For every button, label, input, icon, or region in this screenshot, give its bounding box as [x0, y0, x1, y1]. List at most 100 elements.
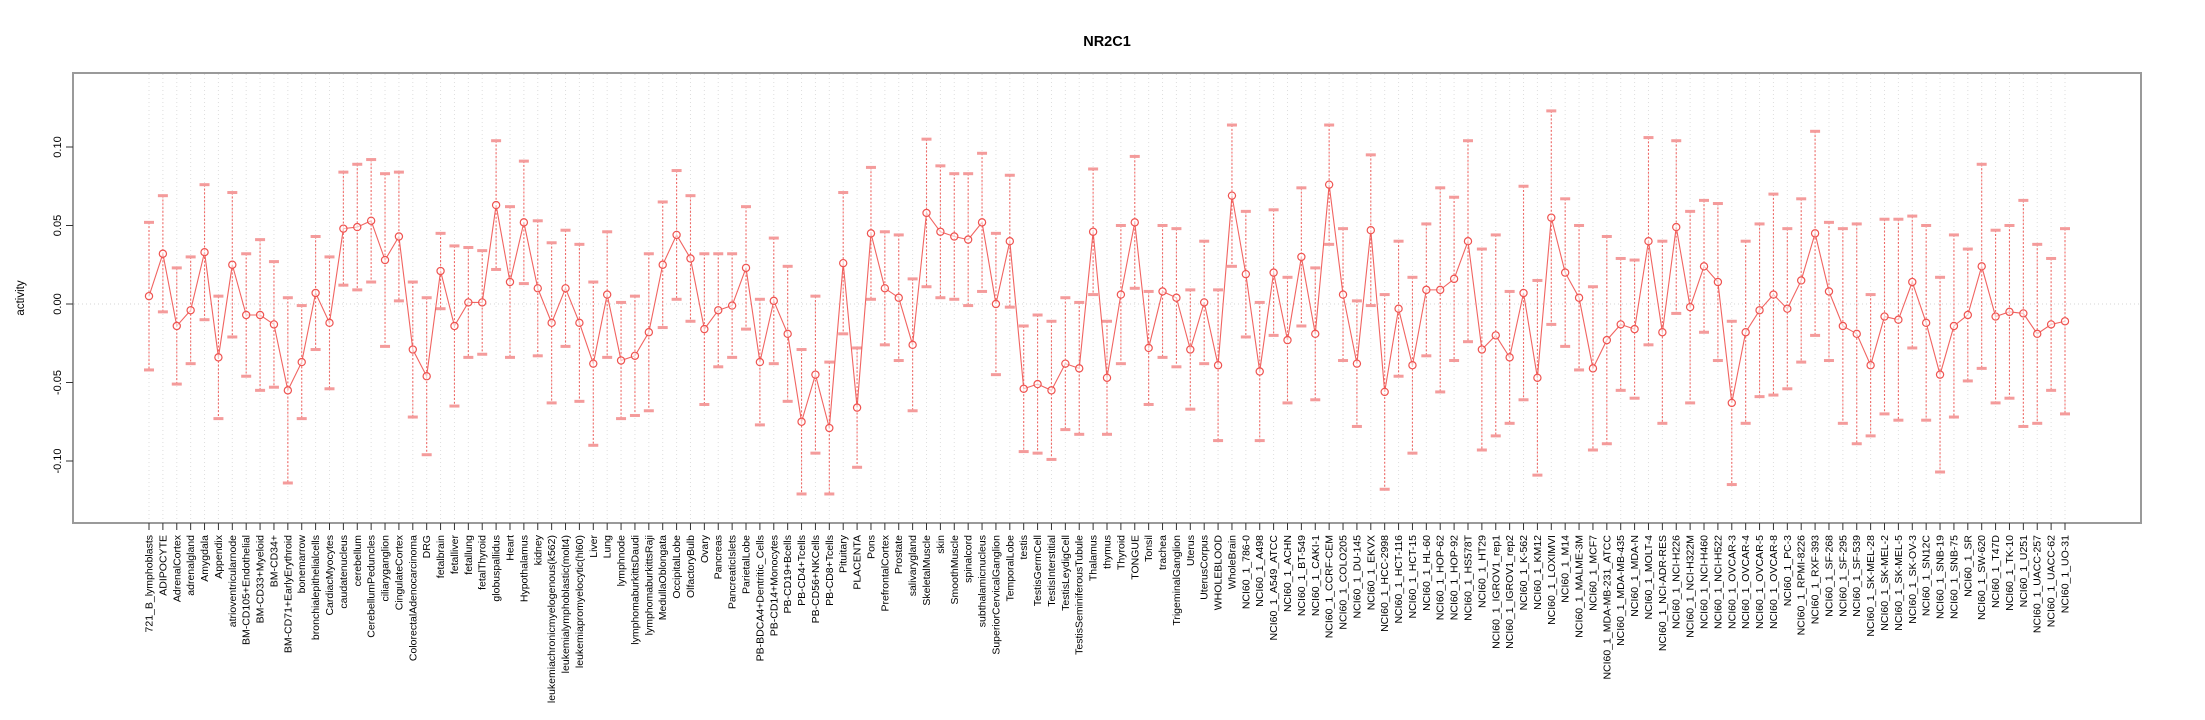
data-point [1852, 329, 1861, 339]
data-point [1158, 287, 1167, 296]
category-label: BM-CD105+Endothelial [241, 535, 253, 645]
data-point [1116, 290, 1126, 299]
category-label: fetalbrain [435, 535, 447, 578]
data-point [852, 403, 862, 412]
data-point [1908, 277, 1917, 287]
data-point [1713, 277, 1723, 287]
category-label: NCI60_1_SR [1962, 535, 1974, 597]
data-point [825, 423, 834, 433]
category-label: lymphomaburkittsDaudi [629, 535, 641, 645]
category-label: NCI60_1_EKVX [1365, 535, 1377, 610]
data-point [2060, 317, 2070, 326]
category-label: adrenalgland [185, 535, 197, 596]
data-point [1616, 320, 1625, 329]
data-point [1838, 321, 1848, 331]
category-label: kidney [532, 534, 544, 565]
category-label: NCI60_1_MDA-MB-435 [1615, 535, 1627, 646]
category-label: Prostate [893, 535, 905, 574]
category-label: UterusCorpus [1199, 535, 1211, 600]
data-point [339, 224, 348, 233]
category-label: leukemiapromyelocytic(hl60) [574, 535, 586, 668]
data-point [1658, 328, 1667, 337]
axes [66, 146, 2066, 530]
data-point [1602, 335, 1612, 345]
category-label: NCI60_1_HOP-92 [1449, 535, 1461, 620]
data-point [1144, 343, 1153, 353]
chart-title: NR2C1 [1083, 34, 1131, 50]
data-point [158, 249, 168, 258]
category-label: NCI60_1_NCI-H522 [1712, 535, 1724, 629]
data-point [478, 298, 487, 307]
data-point [1366, 226, 1375, 235]
data-point [1436, 285, 1445, 295]
data-point [1533, 373, 1542, 382]
data-point [1130, 218, 1139, 227]
data-point [1824, 287, 1834, 296]
data-point [1783, 304, 1792, 313]
data-point [839, 258, 848, 268]
category-label: trachea [1157, 535, 1169, 570]
category-label: fetalliver [449, 535, 461, 575]
category-label: Lung [602, 535, 614, 559]
category-label: lymphomaburkittsRaji [643, 535, 655, 635]
category-label: NCI60_1_K-562 [1518, 535, 1530, 610]
category-label: PB-CD19+Bcells [782, 535, 794, 614]
data-point [727, 301, 737, 310]
ytick-label: 0.00 [52, 293, 64, 314]
data-point [894, 293, 903, 302]
category-label: TemporalLobe [1004, 535, 1016, 602]
data-point [200, 247, 209, 257]
category-label: CardiacMyocytes [324, 535, 336, 616]
ytick-label: 0.05 [52, 215, 64, 236]
category-label: TrigeminalGanglion [1171, 535, 1183, 626]
category-label: NCI60_1_SN12C [1921, 535, 1933, 617]
data-point [1560, 268, 1570, 277]
data-point [172, 321, 181, 331]
data-point [1880, 312, 1889, 321]
data-point [936, 227, 945, 236]
data-point [1297, 252, 1306, 262]
category-label: NCI60_1_SW-620 [1976, 535, 1988, 620]
category-label: PB-BDCA4+Dentritic_Cells [754, 535, 766, 661]
data-point [1797, 276, 1806, 285]
category-label: NCI60_1_SF-539 [1851, 535, 1863, 617]
data-point [1380, 387, 1389, 397]
data-point [311, 288, 320, 298]
category-label: NCI60_1_MDA-N [1629, 535, 1641, 617]
data-point [880, 284, 890, 293]
category-label: ADIPOCYTE [157, 535, 169, 596]
data-point [1061, 359, 1070, 368]
category-label: NCI60_1_RXF-393 [1810, 535, 1822, 624]
category-label: leukemiachronicmyelogenous(k562) [546, 535, 558, 703]
category-label: atrioventricularnode [227, 535, 239, 627]
category-label: NCI60_1_ACHN [1282, 535, 1294, 612]
category-label: BM-CD33+Myeloid [255, 535, 267, 624]
data-point [1477, 345, 1487, 354]
data-point [644, 328, 654, 337]
category-label: TestisGermCell [1032, 535, 1044, 606]
category-label: NCI60_1_NCI-H226 [1671, 535, 1683, 629]
data-point [1352, 359, 1362, 368]
category-label: fetalThyroid [477, 535, 489, 590]
category-label: NCI60_1_A498 [1254, 535, 1266, 607]
data-point [533, 284, 542, 293]
category-label: NCI60_1_RPMI-8226 [1796, 535, 1808, 636]
data-point [366, 216, 376, 225]
ytick-label: -0.05 [52, 370, 64, 395]
category-label: NCI60_1_OVCAR-4 [1740, 535, 1752, 629]
data-point [1005, 236, 1015, 246]
data-point [1283, 335, 1292, 345]
category-label: WHOLEBLOOD [1213, 535, 1225, 611]
category-label: ParietalLobe [741, 535, 753, 594]
data-point [1463, 236, 1473, 246]
category-label: DRG [421, 535, 433, 558]
category-label: spinalcord [963, 535, 975, 583]
data-point [561, 284, 570, 293]
category-label: leukemialymphoblastic(molt4) [560, 535, 572, 673]
category-label: Pons [865, 535, 877, 559]
data-point [1033, 379, 1042, 389]
data-point [1505, 353, 1514, 362]
data-point [1977, 262, 1986, 271]
category-label: NCI60_1_TK-10 [2004, 535, 2016, 611]
